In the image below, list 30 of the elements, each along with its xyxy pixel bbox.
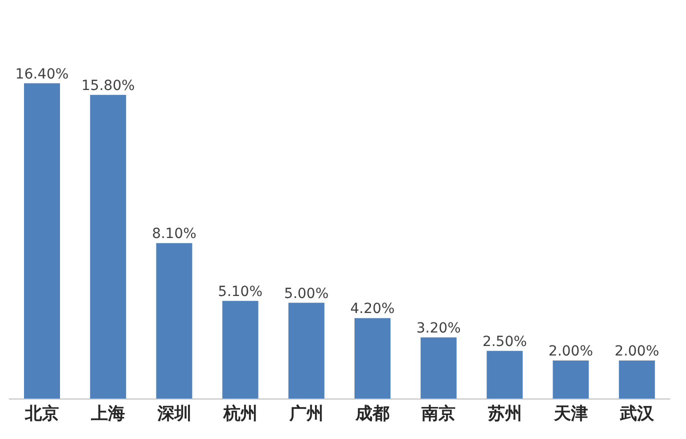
x-tick-label: 南京 bbox=[420, 404, 456, 424]
data-label: 2.50% bbox=[482, 334, 527, 350]
bar bbox=[90, 94, 126, 399]
data-label: 3.20% bbox=[416, 320, 461, 336]
bar bbox=[288, 302, 324, 399]
data-label: 2.00% bbox=[548, 344, 594, 360]
data-label: 16.40% bbox=[15, 66, 69, 82]
bar bbox=[156, 243, 192, 399]
bar bbox=[618, 360, 655, 399]
x-tick-label: 深圳 bbox=[156, 404, 192, 424]
x-tick-label: 杭州 bbox=[222, 404, 258, 424]
x-tick-label: 成都 bbox=[354, 404, 390, 424]
data-label: 15.80% bbox=[81, 78, 135, 94]
bar bbox=[486, 350, 523, 399]
bar bbox=[420, 337, 457, 399]
data-label: 4.20% bbox=[350, 301, 395, 318]
data-label: 8.10% bbox=[152, 226, 196, 242]
x-tick-label: 广州 bbox=[288, 404, 324, 424]
x-tick-label: 武汉 bbox=[618, 404, 655, 424]
x-tick-label: 上海 bbox=[90, 404, 126, 424]
data-label: 2.00% bbox=[614, 344, 660, 360]
x-tick-label: 苏州 bbox=[486, 404, 522, 424]
data-label: 5.10% bbox=[218, 284, 263, 300]
x-tick-label: 天津 bbox=[552, 404, 588, 424]
data-label: 5.00% bbox=[284, 286, 329, 302]
bar bbox=[222, 300, 258, 399]
bar bbox=[354, 318, 390, 399]
x-tick-label: 北京 bbox=[24, 404, 60, 424]
bar bbox=[552, 360, 589, 399]
bar bbox=[24, 83, 60, 399]
